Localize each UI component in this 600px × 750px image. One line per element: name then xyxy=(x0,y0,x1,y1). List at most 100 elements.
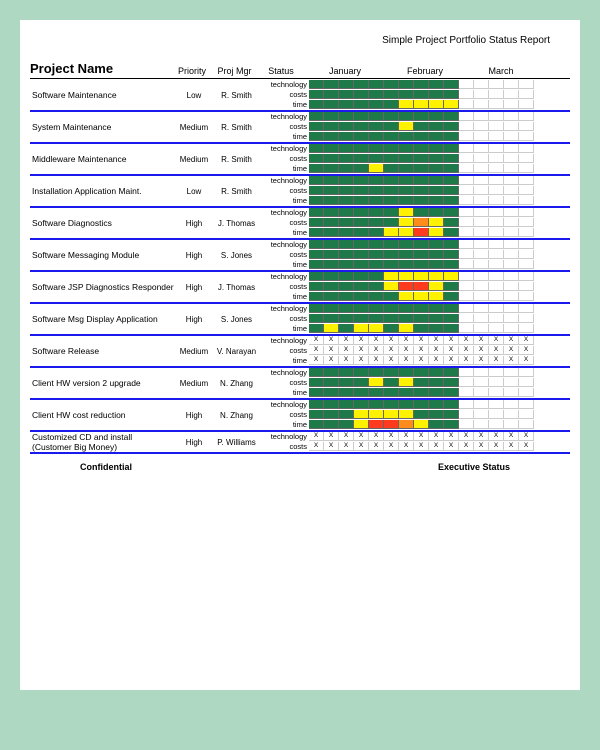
grid-cell: X xyxy=(399,432,414,441)
grid-cell: X xyxy=(339,346,354,355)
project-priority: Medium xyxy=(174,336,214,366)
grid-row: XXXXXXXXXXXXXXX xyxy=(309,346,534,356)
grid-cell xyxy=(369,304,384,313)
grid-cell xyxy=(519,282,534,291)
grid-cell xyxy=(339,240,354,249)
grid-cell: X xyxy=(429,336,444,345)
status-labels: technologycoststime xyxy=(259,368,309,398)
grid-cell xyxy=(309,228,324,237)
grid-cell xyxy=(474,388,489,397)
status-label: technology xyxy=(259,112,307,122)
grid-cell xyxy=(324,304,339,313)
grid-cell xyxy=(519,208,534,217)
grid-cell xyxy=(504,176,519,185)
project-priority: High xyxy=(174,272,214,302)
status-label: time xyxy=(259,132,307,142)
grid-cell xyxy=(369,410,384,419)
grid-cell xyxy=(429,272,444,281)
grid-cell xyxy=(444,208,459,217)
grid-cell xyxy=(399,260,414,269)
grid-cell xyxy=(354,260,369,269)
grid-cell xyxy=(489,282,504,291)
grid-cell xyxy=(354,400,369,409)
grid-cell: X xyxy=(459,356,474,365)
grid-cell xyxy=(444,228,459,237)
grid-cell xyxy=(369,400,384,409)
grid-cell xyxy=(369,154,384,163)
grid-cell xyxy=(384,144,399,153)
grid-cell xyxy=(324,154,339,163)
grid-cell xyxy=(429,400,444,409)
project-row: Software JSP Diagnostics ResponderHighJ.… xyxy=(30,272,570,302)
grid-cell xyxy=(354,186,369,195)
status-labels: technologycoststime xyxy=(259,336,309,366)
status-grid xyxy=(309,240,534,270)
grid-cell xyxy=(489,410,504,419)
grid-cell xyxy=(504,80,519,89)
grid-cell xyxy=(504,240,519,249)
grid-cell xyxy=(519,388,534,397)
grid-cell xyxy=(309,292,324,301)
grid-cell xyxy=(354,196,369,205)
grid-cell xyxy=(444,292,459,301)
status-labels: technologycoststime xyxy=(259,304,309,334)
grid-cell xyxy=(519,100,534,109)
grid-row xyxy=(309,132,534,142)
grid-cell xyxy=(444,80,459,89)
grid-cell xyxy=(384,100,399,109)
project-manager: R. Smith xyxy=(214,112,259,142)
grid-cell xyxy=(444,218,459,227)
grid-cell xyxy=(384,164,399,173)
grid-cell xyxy=(414,122,429,131)
grid-cell xyxy=(399,378,414,387)
grid-cell xyxy=(399,164,414,173)
grid-cell xyxy=(489,272,504,281)
grid-cell: X xyxy=(309,442,324,451)
header-month-feb: February xyxy=(385,66,465,76)
grid-cell xyxy=(519,90,534,99)
grid-cell xyxy=(369,112,384,121)
grid-cell xyxy=(339,218,354,227)
grid-cell xyxy=(384,282,399,291)
status-grid xyxy=(309,208,534,238)
status-label: costs xyxy=(259,314,307,324)
grid-cell xyxy=(339,80,354,89)
grid-cell xyxy=(429,122,444,131)
grid-cell xyxy=(474,176,489,185)
grid-cell: X xyxy=(369,336,384,345)
grid-cell xyxy=(324,324,339,333)
status-label: time xyxy=(259,164,307,174)
status-label: time xyxy=(259,420,307,430)
project-name: Customized CD and install (Customer Big … xyxy=(30,432,174,452)
grid-cell xyxy=(384,176,399,185)
grid-cell xyxy=(489,164,504,173)
grid-cell xyxy=(429,132,444,141)
grid-cell xyxy=(354,324,369,333)
project-row: Software ReleaseMediumV. Narayantechnolo… xyxy=(30,336,570,366)
grid-cell: X xyxy=(354,336,369,345)
grid-cell: X xyxy=(399,442,414,451)
status-label: technology xyxy=(259,304,307,314)
grid-cell xyxy=(399,90,414,99)
grid-cell xyxy=(309,208,324,217)
project-name: Client HW version 2 upgrade xyxy=(30,368,174,398)
grid-cell xyxy=(519,144,534,153)
grid-cell: X xyxy=(309,432,324,441)
status-label: time xyxy=(259,100,307,110)
grid-cell xyxy=(384,420,399,429)
grid-cell xyxy=(519,420,534,429)
grid-cell xyxy=(414,304,429,313)
grid-cell xyxy=(444,240,459,249)
grid-cell xyxy=(504,132,519,141)
grid-cell xyxy=(384,260,399,269)
grid-cell xyxy=(459,420,474,429)
grid-cell xyxy=(339,410,354,419)
status-labels: technologycoststime xyxy=(259,176,309,206)
grid-cell: X xyxy=(489,356,504,365)
grid-cell xyxy=(459,410,474,419)
grid-cell xyxy=(444,100,459,109)
grid-cell xyxy=(459,228,474,237)
grid-cell xyxy=(309,196,324,205)
status-label: technology xyxy=(259,80,307,90)
grid-cell: X xyxy=(474,442,489,451)
